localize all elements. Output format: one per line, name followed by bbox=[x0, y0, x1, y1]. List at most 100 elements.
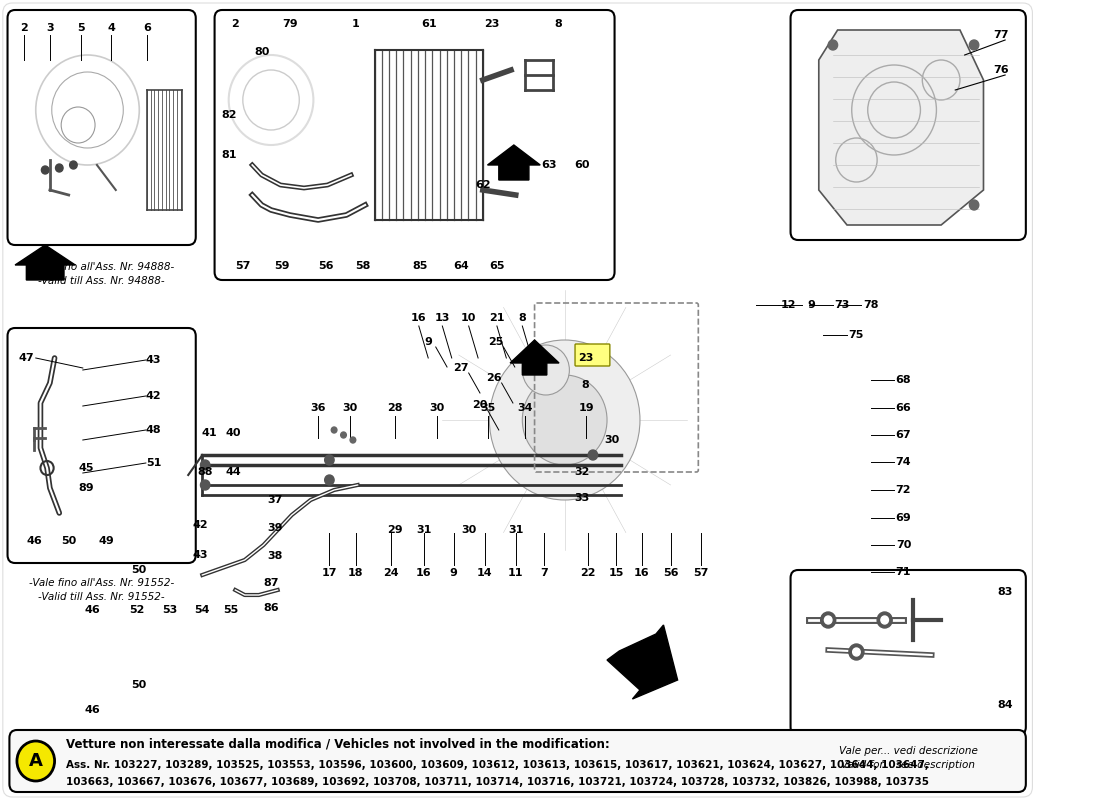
Text: 78: 78 bbox=[862, 300, 878, 310]
Text: Vetture non interessate dalla modifica / Vehicles not involved in the modificati: Vetture non interessate dalla modifica /… bbox=[66, 738, 609, 750]
Text: 16: 16 bbox=[634, 568, 650, 578]
Text: 21: 21 bbox=[490, 313, 505, 323]
Circle shape bbox=[341, 432, 346, 438]
Text: 46: 46 bbox=[85, 605, 100, 615]
Circle shape bbox=[324, 455, 334, 465]
Text: 61: 61 bbox=[421, 19, 437, 29]
Text: passionfor: passionfor bbox=[314, 284, 740, 496]
Circle shape bbox=[969, 200, 979, 210]
Circle shape bbox=[522, 375, 607, 465]
Text: 42: 42 bbox=[192, 520, 208, 530]
Text: 85: 85 bbox=[412, 261, 428, 271]
Text: 17: 17 bbox=[321, 568, 337, 578]
Text: 2: 2 bbox=[231, 19, 239, 29]
Text: 22: 22 bbox=[581, 568, 596, 578]
Circle shape bbox=[200, 480, 210, 490]
Text: 59: 59 bbox=[275, 261, 290, 271]
Text: 56: 56 bbox=[318, 261, 333, 271]
Text: 1: 1 bbox=[352, 19, 360, 29]
Circle shape bbox=[821, 612, 836, 628]
Circle shape bbox=[69, 161, 77, 169]
Ellipse shape bbox=[414, 270, 715, 570]
Text: 72: 72 bbox=[895, 485, 911, 495]
Text: 18: 18 bbox=[348, 568, 363, 578]
Text: -Vale fino all'Ass. Nr. 94888-: -Vale fino all'Ass. Nr. 94888- bbox=[29, 262, 174, 272]
Text: 29: 29 bbox=[387, 525, 403, 535]
Text: 54: 54 bbox=[195, 605, 210, 615]
Circle shape bbox=[877, 612, 892, 628]
Text: 57: 57 bbox=[693, 568, 708, 578]
Polygon shape bbox=[15, 245, 75, 280]
Text: 16: 16 bbox=[416, 568, 431, 578]
Text: 9: 9 bbox=[450, 568, 458, 578]
FancyBboxPatch shape bbox=[791, 570, 1026, 735]
FancyBboxPatch shape bbox=[3, 3, 1033, 797]
Polygon shape bbox=[510, 340, 559, 375]
Text: 77: 77 bbox=[993, 30, 1009, 40]
Text: 75: 75 bbox=[849, 330, 865, 340]
Text: Ass. Nr. 103227, 103289, 103525, 103553, 103596, 103600, 103609, 103612, 103613,: Ass. Nr. 103227, 103289, 103525, 103553,… bbox=[66, 760, 928, 770]
Text: 36: 36 bbox=[310, 403, 326, 413]
Text: 11: 11 bbox=[508, 568, 524, 578]
Circle shape bbox=[200, 460, 210, 470]
Text: 37: 37 bbox=[267, 495, 283, 505]
Text: 40: 40 bbox=[226, 428, 241, 438]
Text: 64: 64 bbox=[453, 261, 469, 271]
Text: 26: 26 bbox=[486, 373, 502, 383]
Text: 19: 19 bbox=[579, 403, 594, 413]
FancyBboxPatch shape bbox=[8, 10, 196, 245]
Text: 45: 45 bbox=[79, 463, 95, 473]
Text: 55: 55 bbox=[223, 605, 239, 615]
Text: 73: 73 bbox=[835, 300, 850, 310]
Text: 51: 51 bbox=[145, 458, 161, 468]
FancyBboxPatch shape bbox=[575, 344, 609, 366]
Polygon shape bbox=[607, 625, 678, 699]
Text: 71: 71 bbox=[895, 567, 911, 577]
Text: 39: 39 bbox=[267, 523, 283, 533]
Text: 88: 88 bbox=[197, 467, 213, 477]
Text: 62: 62 bbox=[475, 180, 491, 190]
Text: 28: 28 bbox=[387, 403, 403, 413]
Circle shape bbox=[42, 166, 48, 174]
Text: 46: 46 bbox=[26, 536, 42, 546]
Text: 81: 81 bbox=[221, 150, 236, 160]
Text: -Valid till Ass. Nr. 91552-: -Valid till Ass. Nr. 91552- bbox=[39, 592, 165, 602]
Text: 15: 15 bbox=[608, 568, 624, 578]
Text: 50: 50 bbox=[132, 680, 147, 690]
Text: 30: 30 bbox=[604, 435, 619, 445]
Text: 63: 63 bbox=[541, 160, 557, 170]
Circle shape bbox=[16, 741, 55, 781]
Text: 6: 6 bbox=[143, 23, 151, 33]
Circle shape bbox=[350, 437, 355, 443]
Text: 43: 43 bbox=[192, 550, 208, 560]
Text: 68: 68 bbox=[895, 375, 911, 385]
Circle shape bbox=[828, 40, 837, 50]
Text: 53: 53 bbox=[162, 605, 177, 615]
Text: 10: 10 bbox=[461, 313, 476, 323]
Text: 67: 67 bbox=[895, 430, 911, 440]
Circle shape bbox=[588, 450, 597, 460]
Text: 49: 49 bbox=[99, 536, 114, 546]
Circle shape bbox=[969, 40, 979, 50]
Text: 46: 46 bbox=[85, 705, 100, 715]
Text: 7: 7 bbox=[540, 568, 548, 578]
Text: 13: 13 bbox=[434, 313, 450, 323]
Text: Vale per... vedi descrizione: Vale per... vedi descrizione bbox=[839, 746, 978, 756]
Text: -Valid till Ass. Nr. 94888-: -Valid till Ass. Nr. 94888- bbox=[39, 276, 165, 286]
Text: 56: 56 bbox=[663, 568, 679, 578]
Text: 9: 9 bbox=[425, 337, 432, 347]
Text: 5: 5 bbox=[77, 23, 85, 33]
Circle shape bbox=[55, 164, 63, 172]
Text: 12: 12 bbox=[781, 300, 796, 310]
Text: 38: 38 bbox=[267, 551, 283, 561]
FancyBboxPatch shape bbox=[214, 10, 615, 280]
Text: 25: 25 bbox=[488, 337, 504, 347]
Text: 33: 33 bbox=[574, 493, 590, 503]
Text: 83: 83 bbox=[998, 587, 1013, 597]
Polygon shape bbox=[818, 30, 983, 225]
Text: 16: 16 bbox=[411, 313, 427, 323]
Text: 84: 84 bbox=[998, 700, 1013, 710]
Text: 65: 65 bbox=[490, 261, 505, 271]
Text: 30: 30 bbox=[342, 403, 358, 413]
Text: 32: 32 bbox=[574, 467, 590, 477]
